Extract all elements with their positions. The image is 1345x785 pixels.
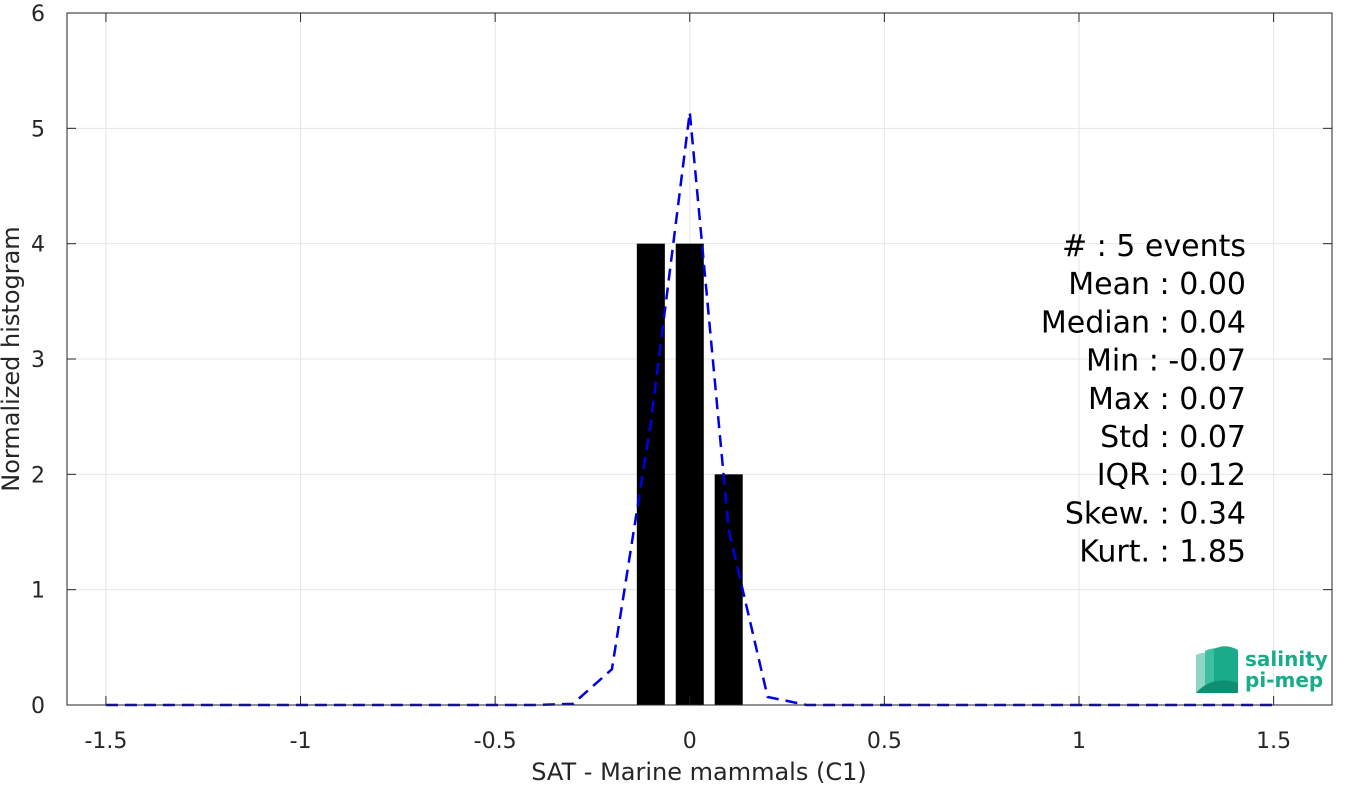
y-axis-label: Normalized histogram [0, 226, 25, 491]
x-tick-label: -1 [290, 729, 312, 754]
x-tick-label: 1 [1072, 729, 1086, 754]
stat-line: Min : -0.07 [1086, 344, 1246, 379]
stat-line: Median : 0.04 [1041, 305, 1246, 340]
axis-ticks [67, 12, 1332, 706]
stat-line: Kurt. : 1.85 [1079, 535, 1246, 570]
stat-line: Std : 0.07 [1100, 420, 1246, 455]
y-tick-label: 0 [31, 694, 45, 719]
y-tick-label: 6 [31, 2, 45, 27]
histogram-bar [714, 474, 743, 705]
stat-line: Max : 0.07 [1088, 382, 1246, 417]
stat-line: IQR : 0.12 [1097, 458, 1246, 493]
y-tick-label: 4 [31, 233, 45, 258]
salinity-pi-mep-logo: salinity pi-mep [1196, 646, 1328, 693]
x-tick-label: 0 [683, 729, 697, 754]
x-axis-label: SAT - Marine mammals (C1) [531, 758, 866, 785]
x-tick-label: 1.5 [1256, 729, 1291, 754]
histogram-bar [675, 243, 704, 705]
y-tick-label: 2 [31, 463, 45, 488]
logo-line2: pi-mep [1245, 668, 1323, 692]
x-tick-label: -0.5 [474, 729, 517, 754]
waves-icon [1196, 646, 1238, 693]
y-tick-label: 1 [31, 579, 45, 604]
x-tick-label: 0.5 [867, 729, 902, 754]
y-tick-label: 3 [31, 348, 45, 373]
x-tick-label: -1.5 [84, 729, 127, 754]
logo-line1: salinity [1245, 647, 1328, 671]
histogram-bar [636, 243, 665, 705]
tick-labels: -1.5 -1 -0.5 0 0.5 1 1.5 0 1 2 3 4 5 6 [31, 2, 1291, 754]
stat-line: Skew. : 0.34 [1065, 496, 1246, 531]
y-tick-label: 5 [31, 117, 45, 142]
stat-line: # : 5 events [1062, 229, 1246, 264]
stat-line: Mean : 0.00 [1068, 267, 1246, 302]
histogram-bars [636, 243, 743, 705]
